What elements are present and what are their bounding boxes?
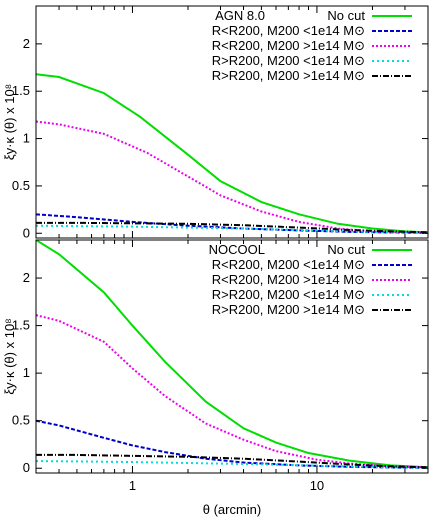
series-line-1 [36,73,428,234]
series-line-3 [36,120,428,234]
panel-label: NOCOOL [209,242,265,257]
y-tick-label: 0.5 [12,413,30,428]
y-tick-label: 1 [23,365,30,380]
series-line-4 [36,224,428,234]
y-tick-label: 1 [23,131,30,146]
y-tick-label: 0.5 [12,178,30,193]
x-tick-label: 1 [129,478,136,493]
legend-label-5: R>R200, M200 >1e14 M⊙ [212,68,365,83]
series-line-4 [36,460,428,469]
x-tick-label: 10 [310,478,324,493]
y-tick-label: 1.5 [12,83,30,98]
y-tick-label: 2 [23,36,30,51]
legend-label-3: R<R200, M200 >1e14 M⊙ [212,272,365,287]
plot-frame [35,5,429,239]
legend-label-1: No cut [327,242,365,257]
y-tick-label: 0 [23,225,30,240]
series-line-2 [36,419,428,469]
plot-frame [35,239,429,474]
legend-label-2: R<R200, M200 <1e14 M⊙ [212,257,365,272]
series-line-5 [36,221,428,234]
legend-label-2: R<R200, M200 <1e14 M⊙ [212,23,365,38]
legend-label-4: R>R200, M200 <1e14 M⊙ [212,53,365,68]
panel-label: AGN 8.0 [215,8,265,23]
bottom-panel: 0 0.5 1 1.5 2 1 10 ξy·κ (θ) x 10⁸ θ (arcmin) NOCO… [2,239,429,517]
series-line-1 [36,240,428,469]
series-line-3 [36,314,428,469]
y-tick-label: 0 [23,460,30,475]
legend-label-3: R<R200, M200 >1e14 M⊙ [212,38,365,53]
y-tick-label: 1.5 [12,318,30,333]
legend-label-1: No cut [327,8,365,23]
legend-label-5: R>R200, M200 >1e14 M⊙ [212,302,365,317]
y-tick-label: 2 [23,270,30,285]
series-line-5 [36,453,428,469]
legend-label-4: R>R200, M200 <1e14 M⊙ [212,287,365,302]
y-axis-label: ξy·κ (θ) x 10⁸ [2,84,17,160]
y-axis-label: ξy·κ (θ) x 10⁸ [2,318,17,394]
x-axis-label: θ (arcmin) [203,502,262,517]
